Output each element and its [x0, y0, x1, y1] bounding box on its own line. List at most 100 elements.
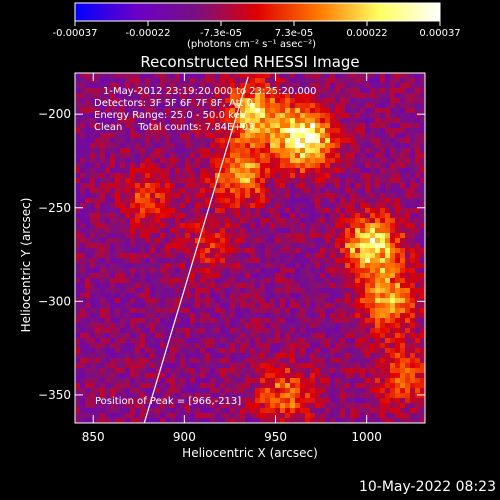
heatmap-cell — [395, 108, 401, 114]
heatmap-cell — [195, 198, 201, 204]
heatmap-cell — [90, 218, 96, 224]
heatmap-cell — [415, 93, 421, 99]
heatmap-cell — [95, 388, 101, 394]
heatmap-cell — [335, 193, 341, 199]
heatmap-cell — [270, 138, 276, 144]
heatmap-cell — [90, 233, 96, 239]
heatmap-cell — [315, 173, 321, 179]
heatmap-cell — [310, 358, 316, 364]
heatmap-cell — [405, 358, 411, 364]
heatmap-cell — [255, 313, 261, 319]
heatmap-cell — [180, 343, 186, 349]
heatmap-cell — [390, 258, 396, 264]
heatmap-cell — [160, 313, 166, 319]
heatmap-cell — [180, 398, 186, 404]
heatmap-cell — [320, 173, 326, 179]
heatmap-cell — [90, 198, 96, 204]
heatmap-cell — [230, 313, 236, 319]
heatmap-cell — [195, 163, 201, 169]
heatmap-cell — [335, 133, 341, 139]
heatmap-cell — [230, 303, 236, 309]
heatmap-cell — [355, 163, 361, 169]
heatmap-cell — [305, 258, 311, 264]
heatmap-cell — [235, 248, 241, 254]
heatmap-cell — [420, 138, 425, 144]
heatmap-cell — [215, 273, 221, 279]
heatmap-cell — [115, 243, 121, 249]
heatmap-cell — [135, 243, 141, 249]
heatmap-cell — [415, 208, 421, 214]
heatmap-cell — [95, 343, 101, 349]
heatmap-cell — [360, 243, 366, 249]
heatmap-cell — [265, 158, 271, 164]
heatmap-cell — [215, 78, 221, 84]
heatmap-cell — [90, 128, 96, 134]
heatmap-cell — [180, 158, 186, 164]
heatmap-cell — [320, 283, 326, 289]
heatmap-cell — [80, 218, 86, 224]
heatmap-cell — [320, 343, 326, 349]
heatmap-cell — [130, 93, 136, 99]
heatmap-cell — [245, 223, 251, 229]
heatmap-cell — [360, 368, 366, 374]
heatmap-cell — [400, 353, 406, 359]
heatmap-cell — [275, 418, 281, 423]
heatmap-cell — [380, 128, 386, 134]
heatmap-cell — [390, 118, 396, 124]
heatmap-cell — [250, 338, 256, 344]
heatmap-cell — [105, 203, 111, 209]
heatmap-cell — [275, 323, 281, 329]
heatmap-cell — [410, 153, 416, 159]
heatmap-cell — [260, 408, 266, 414]
heatmap-cell — [365, 208, 371, 214]
heatmap-cell — [245, 73, 251, 79]
heatmap-cell — [210, 163, 216, 169]
heatmap-cell — [195, 323, 201, 329]
heatmap-cell — [310, 118, 316, 124]
heatmap-cell — [220, 98, 226, 104]
heatmap-cell — [320, 163, 326, 169]
heatmap-cell — [270, 253, 276, 259]
heatmap-cell — [130, 78, 136, 84]
heatmap-cell — [420, 148, 425, 154]
heatmap-cell — [120, 223, 126, 229]
heatmap-cell — [175, 103, 181, 109]
heatmap-cell — [115, 338, 121, 344]
heatmap-cell — [115, 213, 121, 219]
heatmap-cell — [290, 388, 296, 394]
heatmap-cell — [240, 298, 246, 304]
heatmap-cell — [210, 203, 216, 209]
heatmap-cell — [410, 178, 416, 184]
heatmap-cell — [100, 163, 106, 169]
heatmap-cell — [340, 338, 346, 344]
heatmap-cell — [410, 113, 416, 119]
heatmap-cell — [350, 278, 356, 284]
heatmap-cell — [280, 318, 286, 324]
heatmap-cell — [360, 113, 366, 119]
heatmap-cell — [355, 348, 361, 354]
heatmap-cell — [380, 203, 386, 209]
heatmap-cell — [375, 283, 381, 289]
heatmap-cell — [170, 208, 176, 214]
heatmap-cell — [95, 208, 101, 214]
heatmap-cell — [190, 123, 196, 129]
heatmap-cell — [170, 398, 176, 404]
heatmap-cell — [345, 218, 351, 224]
heatmap-cell — [350, 353, 356, 359]
heatmap-cell — [235, 193, 241, 199]
heatmap-cell — [150, 163, 156, 169]
heatmap-cell — [300, 323, 306, 329]
heatmap-cell — [225, 398, 231, 404]
heatmap-cell — [355, 173, 361, 179]
heatmap-cell — [85, 158, 91, 164]
heatmap-cell — [400, 348, 406, 354]
heatmap-cell — [80, 163, 86, 169]
heatmap-cell — [80, 193, 86, 199]
heatmap-cell — [165, 238, 171, 244]
heatmap-cell — [405, 393, 411, 399]
heatmap-cell — [280, 168, 286, 174]
heatmap-cell — [420, 153, 425, 159]
heatmap-cell — [85, 313, 91, 319]
heatmap-cell — [200, 353, 206, 359]
heatmap-cell — [250, 233, 256, 239]
